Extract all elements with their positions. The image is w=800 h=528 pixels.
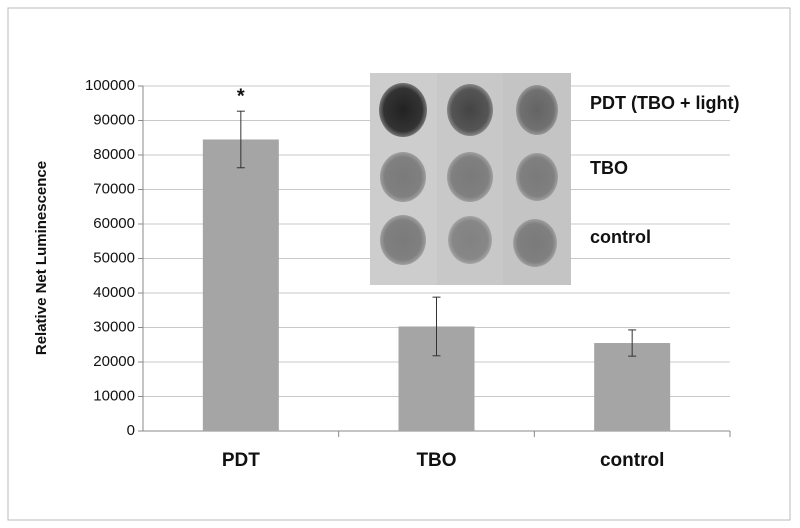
y-axis-label: Relative Net Luminescence xyxy=(33,161,50,355)
x-tick-label: control xyxy=(600,450,664,471)
inset-image xyxy=(370,73,571,285)
x-tick-label: PDT xyxy=(222,450,260,471)
y-tick-label: 20000 xyxy=(93,353,135,370)
y-tick-label: 60000 xyxy=(93,215,135,232)
bar xyxy=(594,343,671,431)
y-tick-label: 40000 xyxy=(93,284,135,301)
frame xyxy=(7,7,791,521)
inset-label: PDT (TBO + light) xyxy=(590,93,739,113)
x-tick-label: TBO xyxy=(416,450,456,471)
y-tick-label: 100000 xyxy=(85,77,135,94)
y-tick-label: 80000 xyxy=(93,146,135,163)
y-tick-label: 90000 xyxy=(93,111,135,128)
annotation: * xyxy=(237,85,245,107)
inset-label: control xyxy=(590,227,651,247)
y-tick-label: 30000 xyxy=(93,318,135,335)
y-tick-label: 0 xyxy=(127,422,135,439)
y-tick-label: 70000 xyxy=(93,180,135,197)
y-tick-label: 10000 xyxy=(93,387,135,404)
y-tick-label: 50000 xyxy=(93,249,135,266)
inset-label: TBO xyxy=(590,158,628,178)
bar xyxy=(202,139,279,431)
